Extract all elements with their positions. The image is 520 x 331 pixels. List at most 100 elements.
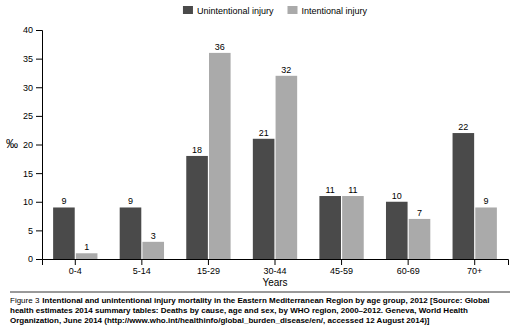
tick-mark — [408, 259, 409, 265]
data-label: 18 — [192, 145, 202, 155]
legend-label: Unintentional injury — [197, 6, 274, 16]
tick-mark — [36, 87, 42, 88]
tick-label: 45-59 — [330, 266, 353, 276]
legend-swatch — [288, 6, 298, 14]
bar — [342, 196, 364, 259]
tick-label: 5-14 — [133, 266, 151, 276]
bar — [53, 207, 75, 259]
tick: 0 — [28, 254, 42, 264]
tick-mark — [36, 230, 42, 231]
tick-label: 40 — [23, 25, 33, 35]
tick-mark — [275, 259, 276, 265]
tick: 35 — [23, 54, 42, 64]
tick-mark — [36, 145, 42, 146]
tick: 5 — [28, 226, 42, 236]
tick-mark — [474, 259, 475, 265]
bar — [253, 139, 275, 259]
data-label: 7 — [417, 208, 422, 218]
series — [76, 53, 497, 259]
data-label: 11 — [348, 185, 357, 195]
tick: 30-44 — [263, 259, 286, 276]
caption-line: Intentional and unintentional injury mor… — [42, 296, 489, 305]
tick: 40 — [23, 25, 42, 35]
tick: 20 — [23, 140, 42, 150]
tick: 25 — [23, 111, 42, 121]
legend: Unintentional injury Intentional injury — [183, 6, 368, 16]
legend-label: Intentional injury — [302, 6, 368, 16]
caption-label: Figure 3 — [10, 296, 40, 305]
tick-label: 20 — [23, 140, 33, 150]
caption-line: health estimates 2014 summary tables: De… — [10, 306, 468, 315]
bar — [186, 156, 208, 259]
data-label: 22 — [458, 122, 468, 132]
caption-text: Intentional and unintentional injury mor… — [10, 296, 490, 325]
y-axis-title: ‰ — [6, 137, 18, 151]
chart: Figure 3Intentional and unintentional in… — [0, 0, 520, 331]
tick-mark — [75, 259, 76, 265]
tick-label: 30-44 — [263, 266, 286, 276]
series — [53, 133, 474, 259]
data-label: 21 — [259, 128, 269, 138]
tick-label: 15-29 — [197, 266, 220, 276]
axis-line — [36, 31, 43, 260]
tick-mark — [141, 259, 142, 265]
bar — [120, 207, 142, 259]
bar — [453, 133, 475, 259]
tick-label: 60-69 — [397, 266, 420, 276]
tick-mark — [36, 30, 42, 31]
tick-label: 0 — [28, 254, 33, 264]
tick-label: 70+ — [467, 266, 482, 276]
legend-item: Unintentional injury — [183, 6, 274, 16]
tick-mark — [341, 259, 342, 265]
tick-mark — [36, 202, 42, 203]
x-axis: 0-4 5-14 15-29 30-44 45-59 60-69 70+ — [43, 259, 509, 276]
tick-mark — [208, 259, 209, 265]
legend-item: Intentional injury — [288, 6, 368, 16]
tick-mark — [36, 173, 42, 174]
data-labels: 9918211110221336321179 — [61, 42, 488, 252]
legend-swatch — [183, 6, 193, 14]
data-label: 3 — [151, 231, 156, 241]
tick: 30 — [23, 83, 42, 93]
bar — [142, 242, 164, 259]
tick-label: 15 — [23, 169, 33, 179]
data-label: 10 — [392, 191, 402, 201]
data-label: 9 — [128, 196, 133, 206]
caption-line: Organization, June 2014 (http://www.who.… — [10, 316, 430, 325]
caption: Figure 3Intentional and unintentional in… — [10, 296, 490, 325]
tick-label: 30 — [23, 83, 33, 93]
tick: 15-29 — [197, 259, 220, 276]
caption-rule — [10, 292, 510, 293]
bar — [386, 202, 408, 259]
bar — [475, 207, 497, 259]
tick-label: 0-4 — [69, 266, 82, 276]
bar — [76, 253, 98, 259]
bar — [209, 53, 231, 259]
tick: 0-4 — [69, 259, 82, 276]
data-label: 9 — [484, 196, 489, 206]
data-label: 1 — [84, 242, 89, 252]
tick-mark — [36, 116, 42, 117]
tick: 5-14 — [133, 259, 151, 276]
tick-mark — [36, 59, 42, 60]
axis-line — [43, 260, 509, 266]
data-label: 36 — [215, 42, 225, 52]
bar — [409, 219, 431, 259]
tick-label: 10 — [23, 197, 33, 207]
tick-mark — [36, 259, 42, 260]
tick: 15 — [23, 169, 42, 179]
tick: 70+ — [467, 259, 482, 276]
tick-label: 25 — [23, 111, 33, 121]
tick-label: 35 — [23, 54, 33, 64]
bars — [53, 53, 497, 259]
bar — [319, 196, 341, 259]
x-axis-title: Years — [262, 277, 287, 288]
tick-label: 5 — [28, 226, 33, 236]
bar — [276, 76, 298, 259]
tick: 45-59 — [330, 259, 353, 276]
y-axis: 0 5 10 15 20 25 30 35 40 — [23, 25, 43, 264]
tick: 10 — [23, 197, 42, 207]
data-label: 32 — [281, 65, 291, 75]
data-label: 9 — [61, 196, 66, 206]
tick: 60-69 — [397, 259, 420, 276]
